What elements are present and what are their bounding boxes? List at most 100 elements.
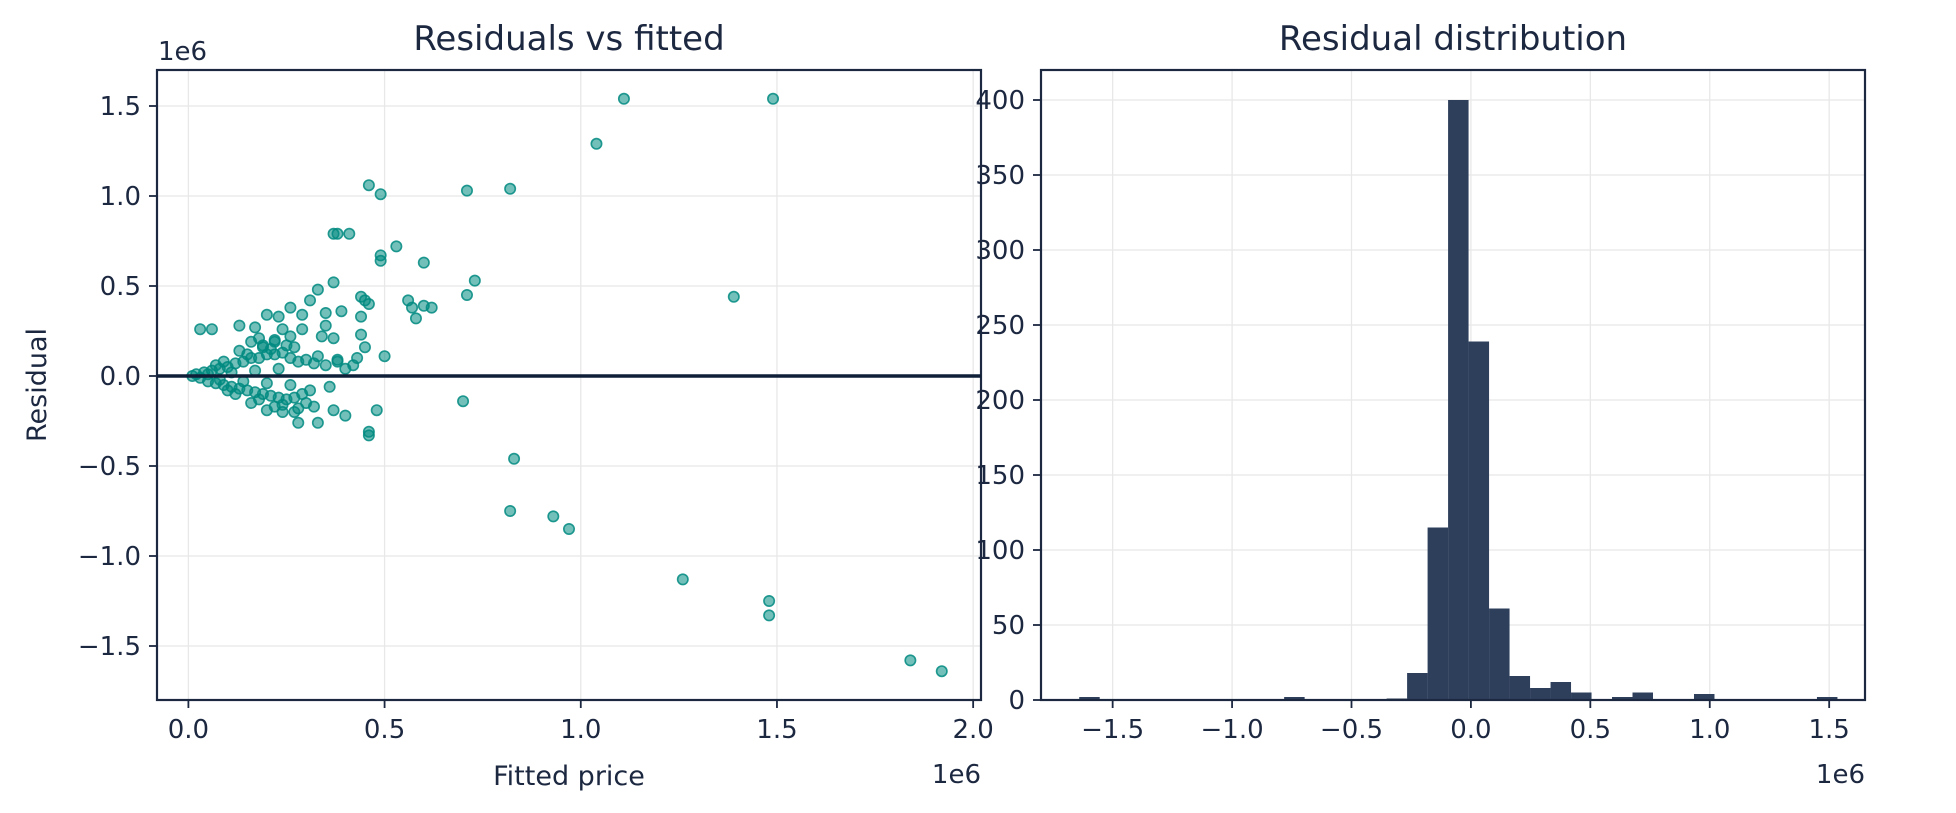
histogram-panel: −1.5 −1.0 −0.5 0.0 0.5 1.0 1.5 0 50 100 150 200 250… xyxy=(975,19,1867,790)
histogram-bar xyxy=(1407,673,1428,700)
scatter-point xyxy=(460,288,473,301)
histogram-y-tick-label: 400 xyxy=(975,86,1025,116)
scatter-point xyxy=(409,312,422,325)
histogram-y-tick-label: 200 xyxy=(975,386,1025,416)
scatter-x-tick-label: 1.5 xyxy=(756,715,797,745)
scatter-point xyxy=(468,274,481,287)
scatter-axes-frame xyxy=(155,68,983,702)
scatter-point xyxy=(284,378,297,391)
scatter-point xyxy=(370,404,383,417)
scatter-x-tick-label: 1.0 xyxy=(560,715,601,745)
scatter-x-tick-label: 0.0 xyxy=(168,715,209,745)
scatter-x-label: Fitted price xyxy=(493,761,645,792)
scatter-y-tick-label: 0.5 xyxy=(100,272,141,302)
scatter-point xyxy=(323,380,336,393)
scatter-point xyxy=(300,396,313,409)
histogram-y-ticks: 0 50 100 150 200 250 300 350 400 xyxy=(975,86,1041,716)
scatter-point xyxy=(304,384,317,397)
scatter-x-ticks: 0.0 0.5 1.0 1.5 2.0 xyxy=(168,700,994,745)
scatter-point xyxy=(417,256,430,269)
scatter-point xyxy=(374,188,387,201)
histogram-x-tick-label: 0.0 xyxy=(1450,715,1491,745)
scatter-y-ticks: −1.5 −1.0 −0.5 0.0 0.5 1.0 1.5 xyxy=(78,92,157,662)
histogram-y-tick-label: 0 xyxy=(1008,686,1025,716)
scatter-point xyxy=(296,323,309,336)
scatter-point xyxy=(617,92,630,105)
scatter-point xyxy=(767,92,780,105)
scatter-point xyxy=(504,182,517,195)
scatter-point xyxy=(304,294,317,307)
scatter-point xyxy=(292,416,305,429)
scatter-point xyxy=(296,308,309,321)
scatter-panel: 0.0 0.5 1.0 1.5 2.0 −1.5 −1.0 −0.5 0.0 0.5 1.0 1.5… xyxy=(22,19,994,792)
scatter-point xyxy=(362,297,375,310)
scatter-point xyxy=(194,323,207,336)
scatter-y-tick-label: −0.5 xyxy=(78,452,141,482)
histogram-x-tick-label: −1.0 xyxy=(1201,715,1264,745)
scatter-gridlines xyxy=(157,70,981,700)
scatter-point xyxy=(547,510,560,523)
histogram-bar xyxy=(1489,608,1510,700)
histogram-x-ticks: −1.5 −1.0 −0.5 0.0 0.5 1.0 1.5 xyxy=(1081,700,1850,745)
scatter-point xyxy=(221,384,234,397)
scatter-title: Residuals vs fitted xyxy=(413,19,724,59)
histogram-bar xyxy=(1468,341,1490,700)
scatter-point xyxy=(327,332,340,345)
histogram-title: Residual distribution xyxy=(1279,19,1627,59)
scatter-point xyxy=(335,305,348,318)
histogram-bar xyxy=(1530,688,1551,700)
histogram-bar xyxy=(1509,676,1531,700)
histogram-bar xyxy=(1284,697,1305,700)
scatter-point xyxy=(904,654,917,667)
histogram-bar xyxy=(1816,697,1838,700)
scatter-point xyxy=(284,301,297,314)
histogram-y-tick-label: 300 xyxy=(975,236,1025,266)
scatter-y-label: Residual xyxy=(22,328,53,442)
scatter-point xyxy=(272,310,285,323)
histogram-bar xyxy=(1632,692,1654,700)
scatter-y-tick-label: 1.5 xyxy=(100,92,141,122)
histogram-y-tick-label: 250 xyxy=(975,311,1025,341)
scatter-point xyxy=(272,362,285,375)
scatter-point xyxy=(288,341,301,354)
scatter-point xyxy=(260,377,273,390)
scatter-point xyxy=(237,375,250,388)
histogram-bar xyxy=(1693,694,1715,700)
scatter-point xyxy=(763,594,776,607)
scatter-point xyxy=(233,319,246,332)
histogram-x-tick-label: −1.5 xyxy=(1081,715,1144,745)
scatter-point xyxy=(205,323,218,336)
scatter-point xyxy=(260,404,273,417)
histogram-x-tick-label: 1.0 xyxy=(1689,715,1730,745)
scatter-point xyxy=(457,395,470,408)
scatter-point xyxy=(327,276,340,289)
scatter-point xyxy=(311,350,324,363)
histogram-y-tick-label: 100 xyxy=(975,536,1025,566)
histogram-bar xyxy=(1550,682,1572,700)
histogram-x-tick-label: −0.5 xyxy=(1320,715,1383,745)
histogram-y-tick-label: 50 xyxy=(992,611,1025,641)
histogram-bar xyxy=(1448,100,1469,700)
scatter-point xyxy=(727,290,740,303)
scatter-points xyxy=(186,92,948,678)
scatter-point xyxy=(276,323,289,336)
scatter-point xyxy=(276,405,289,418)
scatter-point xyxy=(590,137,603,150)
scatter-point xyxy=(343,227,356,240)
histogram-x-tick-label: 1.5 xyxy=(1808,715,1849,745)
scatter-x-offset-label: 1e6 xyxy=(932,760,981,790)
scatter-point xyxy=(763,609,776,622)
scatter-point xyxy=(358,341,371,354)
histogram-y-tick-label: 350 xyxy=(975,161,1025,191)
scatter-point xyxy=(311,416,324,429)
histogram-bar xyxy=(1571,692,1592,700)
scatter-point xyxy=(676,573,689,586)
scatter-point xyxy=(562,522,575,535)
scatter-point xyxy=(319,319,332,332)
scatter-point xyxy=(209,359,222,372)
histogram-bar xyxy=(1427,527,1449,700)
scatter-point xyxy=(249,321,262,334)
scatter-point xyxy=(319,306,332,319)
scatter-point xyxy=(249,364,262,377)
scatter-point xyxy=(504,504,517,517)
